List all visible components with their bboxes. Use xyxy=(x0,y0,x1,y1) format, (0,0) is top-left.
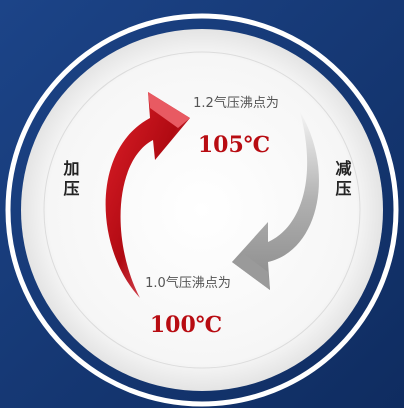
inner-ring xyxy=(43,51,361,369)
red-arrow xyxy=(105,92,190,298)
top-label: 1.2气压沸点为 xyxy=(193,95,279,111)
right-label: 减压 xyxy=(333,159,352,200)
outer-ring xyxy=(5,13,399,407)
disc xyxy=(21,29,383,391)
bottom-label: 1.0气压沸点为 xyxy=(145,275,231,291)
top-value: 105℃ xyxy=(198,132,270,158)
gray-arrow xyxy=(232,112,319,290)
red-arrow-head xyxy=(148,92,190,128)
bottom-value: 100℃ xyxy=(150,312,222,338)
left-label: 加压 xyxy=(61,160,81,200)
gray-arrow-head xyxy=(232,254,270,290)
